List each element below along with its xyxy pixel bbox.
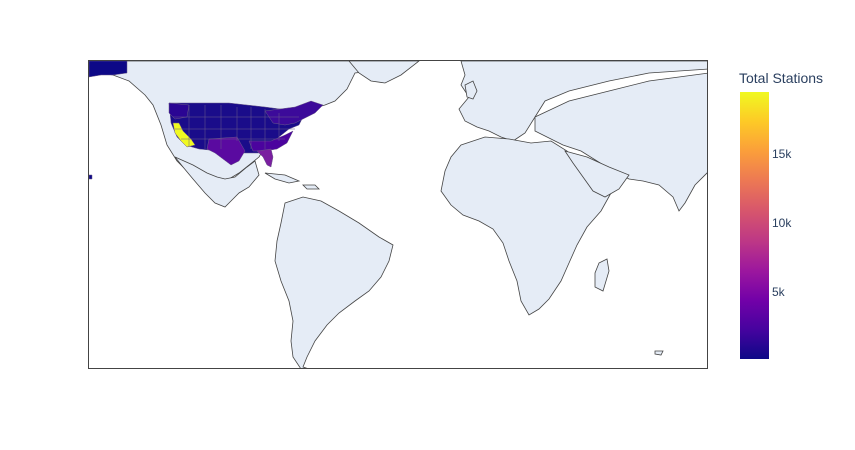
island-south xyxy=(654,350,664,356)
colorbar-tick-10k: 10k xyxy=(772,216,792,230)
colorbar-title: Total Stations xyxy=(739,70,824,86)
colorbar xyxy=(740,92,769,359)
state-hawaii[interactable] xyxy=(89,174,93,180)
south-america[interactable] xyxy=(274,196,394,369)
state-alaska[interactable] xyxy=(89,61,128,78)
state-texas[interactable] xyxy=(206,136,246,166)
asia[interactable] xyxy=(534,72,708,212)
state-pacific-nw[interactable] xyxy=(168,102,190,120)
cuba[interactable] xyxy=(264,172,301,184)
arabia[interactable] xyxy=(564,150,630,198)
colorbar-tick-5k: 5k xyxy=(772,285,785,299)
world-map[interactable] xyxy=(89,61,708,369)
colorbar-tick-15k: 15k xyxy=(772,147,792,161)
hispaniola[interactable] xyxy=(302,184,320,190)
mexico[interactable] xyxy=(174,156,260,208)
map-frame[interactable] xyxy=(88,60,708,369)
madagascar[interactable] xyxy=(594,258,610,292)
africa[interactable] xyxy=(440,136,612,316)
uk[interactable] xyxy=(464,80,478,100)
us-states[interactable] xyxy=(168,100,324,168)
state-florida[interactable] xyxy=(256,148,274,168)
greenland[interactable] xyxy=(348,61,420,84)
state-borders xyxy=(173,105,299,149)
